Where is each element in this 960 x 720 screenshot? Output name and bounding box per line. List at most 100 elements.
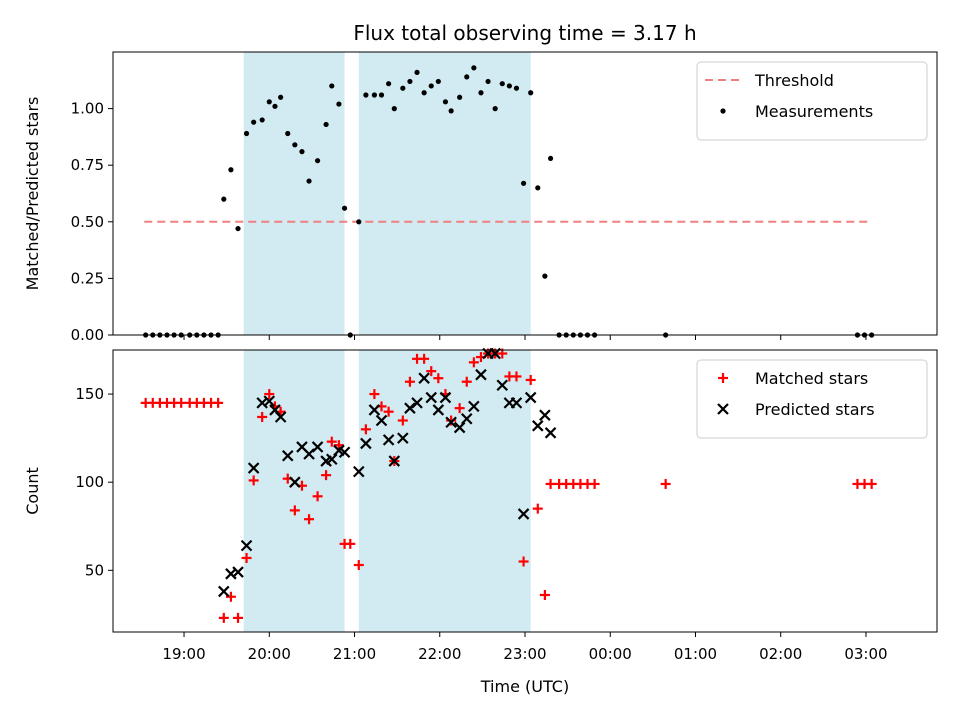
x-tick-label: 19:00 xyxy=(162,645,205,663)
data-point xyxy=(228,167,234,173)
data-point xyxy=(263,395,276,407)
data-point xyxy=(368,404,381,416)
data-point xyxy=(547,155,554,162)
data-point xyxy=(866,478,877,489)
data-point xyxy=(264,389,275,400)
data-point xyxy=(471,65,477,71)
data-point xyxy=(457,94,463,100)
data-point xyxy=(292,142,298,148)
data-point xyxy=(314,158,321,164)
data-point xyxy=(445,416,457,429)
data-point xyxy=(407,78,413,85)
data-point xyxy=(589,478,600,489)
data-point xyxy=(278,94,284,100)
data-point xyxy=(478,90,484,96)
data-point xyxy=(311,441,324,453)
data-point xyxy=(221,196,227,202)
data-point xyxy=(321,470,332,481)
x-tick-label: 01:00 xyxy=(674,645,717,663)
legend-label: Matched stars xyxy=(755,369,868,388)
data-point xyxy=(544,427,557,439)
data-point xyxy=(232,566,244,578)
data-point xyxy=(464,74,470,80)
data-point xyxy=(363,92,369,98)
data-point xyxy=(542,273,548,279)
data-point xyxy=(386,81,392,87)
data-point xyxy=(404,376,415,387)
data-point xyxy=(539,409,551,421)
data-point xyxy=(266,99,272,105)
data-point xyxy=(388,455,401,467)
legend-swatch xyxy=(717,403,729,415)
data-point xyxy=(369,389,380,400)
data-point xyxy=(404,402,416,414)
data-point xyxy=(518,556,529,567)
legend-label: Predicted stars xyxy=(755,400,875,419)
data-point xyxy=(539,589,550,600)
x-tick-label: 00:00 xyxy=(589,645,632,663)
data-point xyxy=(353,465,365,478)
data-point xyxy=(499,81,505,87)
data-point xyxy=(535,185,541,191)
x-tick-label: 21:00 xyxy=(333,645,376,663)
data-point xyxy=(391,106,397,112)
x-axis-label: Time (UTC) xyxy=(480,677,569,696)
data-point xyxy=(259,117,265,123)
data-point xyxy=(360,424,371,435)
data-point xyxy=(524,391,537,404)
data-point xyxy=(511,371,522,382)
data-point xyxy=(461,376,472,387)
data-point xyxy=(241,552,252,563)
shaded-interval-1 xyxy=(243,52,345,335)
data-point xyxy=(329,83,335,89)
data-point xyxy=(432,404,445,416)
data-point xyxy=(397,432,409,444)
data-point xyxy=(306,178,312,184)
data-point xyxy=(448,108,454,114)
data-point xyxy=(418,372,430,384)
series-predicted-stars xyxy=(218,347,557,598)
data-point xyxy=(460,412,473,425)
data-point xyxy=(446,415,457,426)
data-point xyxy=(375,414,388,427)
bottom-panel: 50 100 150 19:00 20:00 21:00 22:00 23:00 00:00 01… xyxy=(23,347,938,663)
y-tick-label: 0.75 xyxy=(71,156,104,174)
data-point xyxy=(336,101,342,107)
legend: Matched stars Predicted stars xyxy=(696,359,928,439)
data-point xyxy=(289,476,301,488)
shaded-interval-2 xyxy=(358,52,531,335)
data-point xyxy=(233,612,244,623)
data-point xyxy=(341,205,348,211)
data-point xyxy=(433,373,444,384)
shaded-interval-1 xyxy=(243,350,345,632)
data-point xyxy=(435,78,441,85)
data-point xyxy=(345,538,356,549)
data-point xyxy=(356,219,362,225)
top-panel: 0.00 0.25 0.50 0.75 1.00 Matched/Predicted st… xyxy=(23,51,938,344)
data-point xyxy=(383,406,394,417)
data-point xyxy=(382,434,395,446)
data-point xyxy=(289,505,300,516)
data-point xyxy=(326,436,337,447)
data-point xyxy=(240,539,253,552)
data-point xyxy=(326,453,338,466)
data-point xyxy=(338,446,351,459)
legend-swatch xyxy=(718,373,728,383)
data-point xyxy=(520,180,527,186)
data-point xyxy=(468,357,479,368)
x-tick-label: 23:00 xyxy=(503,645,546,663)
data-point xyxy=(660,478,671,489)
legend-label: Measurements xyxy=(755,102,873,121)
legend-box xyxy=(696,61,928,141)
legend-label: Threshold xyxy=(754,71,834,90)
data-point xyxy=(517,508,530,520)
data-point xyxy=(414,69,420,75)
data-point xyxy=(235,225,241,232)
legend-swatch xyxy=(720,108,726,114)
data-point xyxy=(371,92,378,98)
data-point xyxy=(176,397,187,408)
data-point xyxy=(485,78,491,85)
data-point xyxy=(299,149,305,155)
data-point xyxy=(453,421,466,434)
